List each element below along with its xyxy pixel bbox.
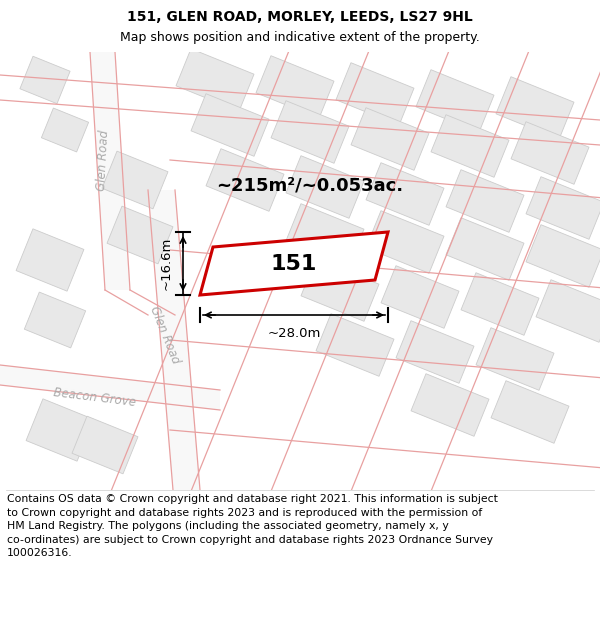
Polygon shape — [496, 77, 574, 139]
Polygon shape — [366, 162, 444, 225]
Polygon shape — [461, 272, 539, 335]
Text: Contains OS data © Crown copyright and database right 2021. This information is : Contains OS data © Crown copyright and d… — [7, 494, 498, 559]
Polygon shape — [271, 101, 349, 163]
Polygon shape — [16, 229, 84, 291]
Polygon shape — [191, 94, 269, 156]
Polygon shape — [476, 328, 554, 390]
Polygon shape — [526, 225, 600, 288]
Polygon shape — [526, 177, 600, 239]
Polygon shape — [286, 204, 364, 266]
Polygon shape — [336, 62, 414, 125]
Polygon shape — [90, 52, 130, 290]
Polygon shape — [351, 107, 429, 170]
Polygon shape — [20, 56, 70, 104]
Polygon shape — [41, 108, 89, 152]
Polygon shape — [316, 314, 394, 376]
Polygon shape — [102, 151, 168, 209]
Polygon shape — [536, 280, 600, 342]
Polygon shape — [25, 292, 86, 348]
Polygon shape — [200, 232, 388, 295]
Text: Glen Road: Glen Road — [148, 304, 182, 366]
Polygon shape — [301, 259, 379, 321]
Text: Glen Road: Glen Road — [95, 129, 111, 191]
Polygon shape — [396, 321, 474, 383]
Polygon shape — [446, 170, 524, 232]
Polygon shape — [431, 115, 509, 178]
Text: ~28.0m: ~28.0m — [268, 327, 320, 340]
Polygon shape — [256, 56, 334, 118]
Polygon shape — [26, 399, 94, 461]
Text: Map shows position and indicative extent of the property.: Map shows position and indicative extent… — [120, 31, 480, 44]
Text: ~16.6m: ~16.6m — [160, 237, 173, 290]
Polygon shape — [446, 217, 524, 280]
Text: Beacon Grove: Beacon Grove — [53, 386, 137, 409]
Polygon shape — [148, 190, 200, 490]
Polygon shape — [107, 206, 173, 264]
Polygon shape — [416, 70, 494, 132]
Polygon shape — [511, 122, 589, 184]
Polygon shape — [286, 156, 364, 218]
Polygon shape — [491, 381, 569, 443]
Text: ~215m²/~0.053ac.: ~215m²/~0.053ac. — [217, 176, 404, 194]
Polygon shape — [176, 49, 254, 111]
Polygon shape — [366, 211, 444, 273]
Text: 151: 151 — [271, 254, 317, 274]
Polygon shape — [411, 374, 489, 436]
Polygon shape — [72, 416, 138, 474]
Polygon shape — [206, 149, 284, 211]
Polygon shape — [381, 266, 459, 328]
Text: 151, GLEN ROAD, MORLEY, LEEDS, LS27 9HL: 151, GLEN ROAD, MORLEY, LEEDS, LS27 9HL — [127, 11, 473, 24]
Polygon shape — [0, 365, 220, 410]
